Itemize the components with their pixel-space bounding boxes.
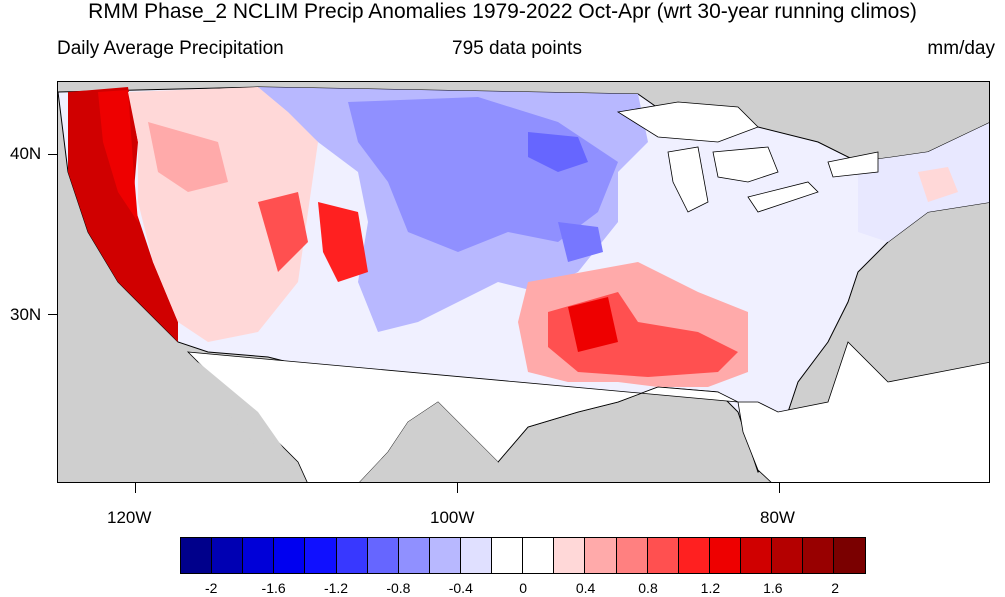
subtitle-left: Daily Average Precipitation [57,38,284,59]
anomaly-map [58,86,989,482]
lat-label-40n: 40N [10,144,42,163]
colorbar-label: -1.2 [323,580,349,596]
colorbar-swatch [212,538,244,573]
colorbar-label: 0.4 [575,580,596,596]
lon-label-100w: 100W [430,508,475,527]
subtitle-units: mm/day [927,38,995,59]
colorbar-swatch [398,538,430,573]
colorbar-label: -0.8 [386,580,411,596]
lat-label-30n: 30N [10,305,42,324]
colorbar-swatch [585,538,617,573]
lat-tick-30n [48,314,57,315]
colorbar-swatch [709,538,741,573]
colorbar-swatch [616,538,648,573]
lon-label-80w: 80W [760,508,795,527]
colorbar-swatch [647,538,679,573]
colorbar-swatch [274,538,306,573]
colorbar-swatch [834,538,866,573]
colorbar-swatch [740,538,773,573]
colorbar-label: -0.4 [448,580,473,596]
lon-tick-120w [135,483,136,493]
lon-tick-80w [779,483,780,493]
colorbar-swatch [678,538,710,573]
chart-title: RMM Phase_2 NCLIM Precip Anomalies 1979-… [88,0,917,23]
colorbar-label: -1.6 [261,580,286,596]
colorbar-label: 0 [519,580,528,596]
colorbar-swatch [305,538,337,573]
colorbar-label: -2 [204,580,218,596]
colorbar-swatch [367,538,399,573]
colorbar-label: 1.2 [700,580,721,596]
colorbar-swatch [460,538,493,573]
colorbar-swatch [429,538,461,573]
colorbar-swatch [181,538,213,573]
colorbar-swatch [523,538,555,573]
lon-tick-100w [457,483,458,493]
colorbar-swatch [554,538,586,573]
colorbar [180,537,867,574]
colorbar-swatch [492,538,524,573]
colorbar-swatch [803,538,835,573]
colorbar-label: 0.8 [638,580,658,596]
subtitle-center: 795 data points [452,38,582,59]
map-frame [57,81,990,483]
lon-label-120w: 120W [107,508,152,527]
colorbar-swatch [336,538,368,573]
colorbar-label: 2 [831,580,840,596]
colorbar-swatch [243,538,275,573]
lat-tick-40n [48,154,57,155]
colorbar-label: 1.6 [763,580,783,596]
colorbar-swatch [772,538,804,573]
